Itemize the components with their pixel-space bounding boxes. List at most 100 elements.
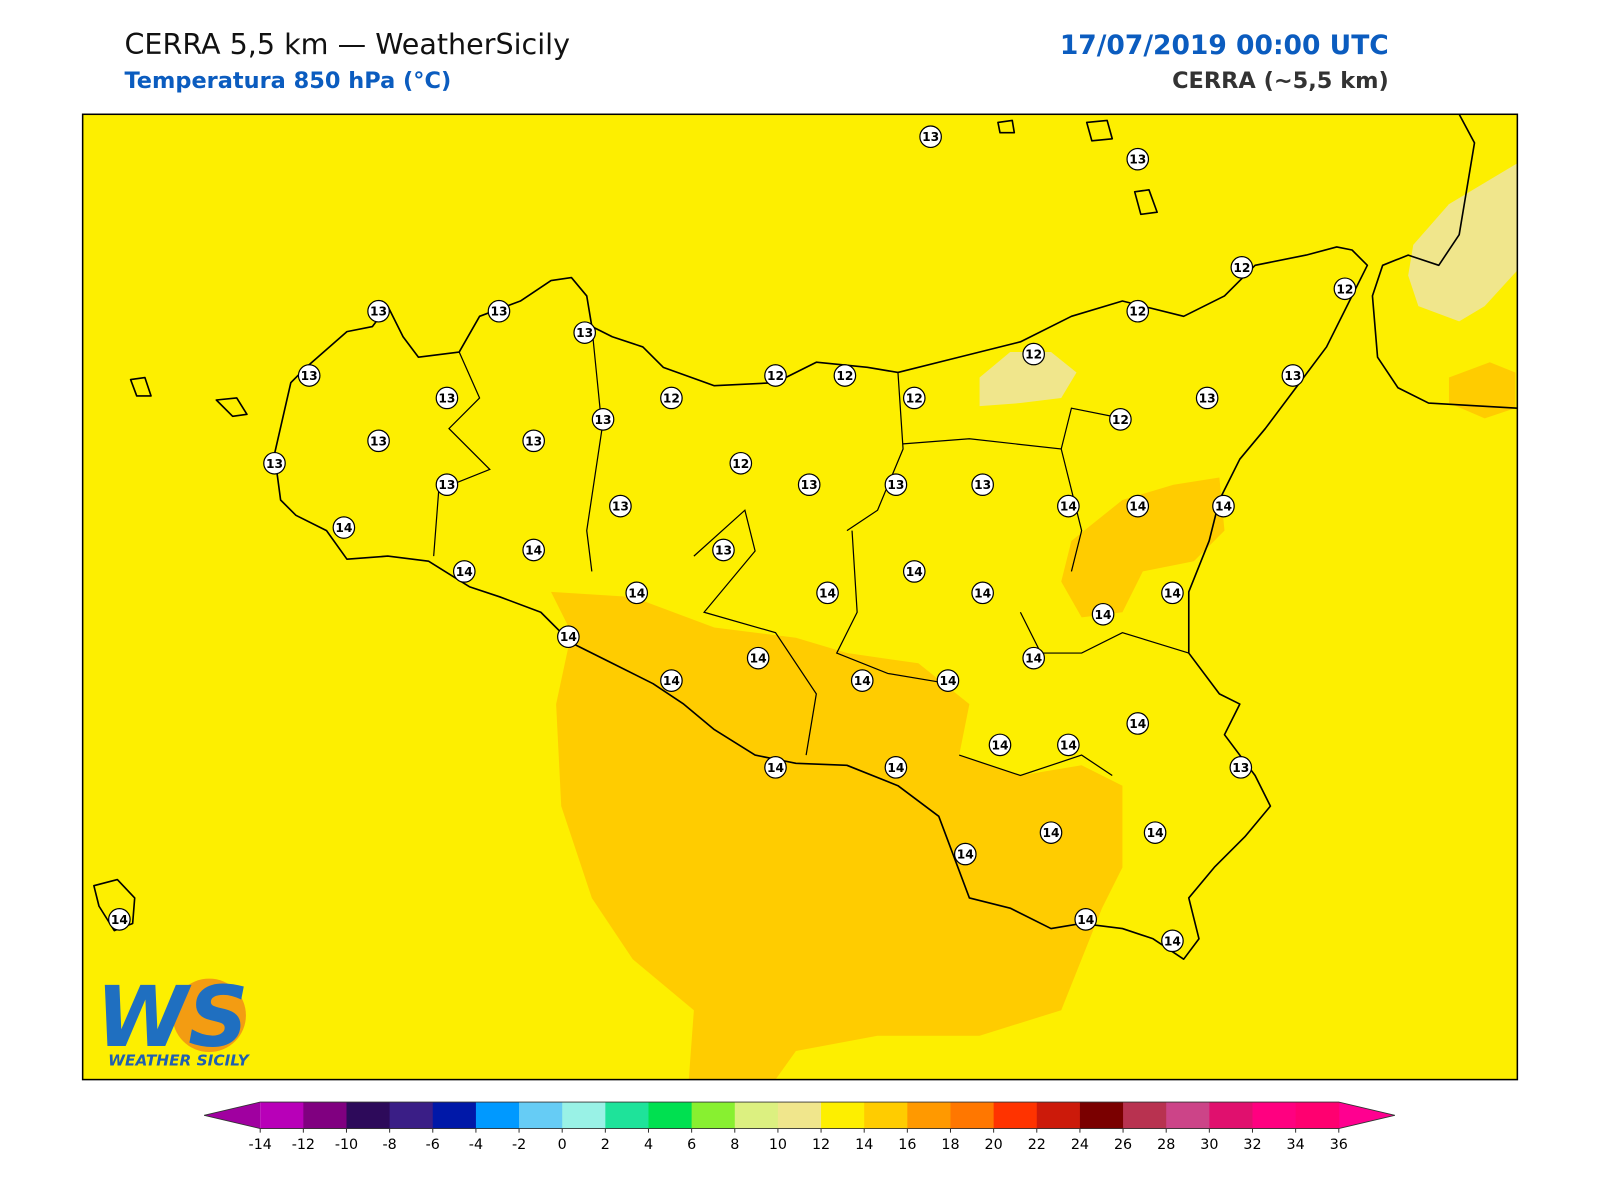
datetime: 17/07/2019 00:00 UTC bbox=[1060, 30, 1389, 61]
field-region bbox=[1408, 163, 1518, 322]
station-value: 14 bbox=[560, 630, 577, 644]
station-marker bbox=[1126, 494, 1150, 518]
station-marker bbox=[971, 473, 994, 497]
station-value: 13 bbox=[370, 434, 387, 448]
station-value: 13 bbox=[370, 305, 387, 319]
station-value: 13 bbox=[438, 478, 455, 492]
station-value: 14 bbox=[628, 586, 645, 600]
colorbar-tick-label: -12 bbox=[292, 1137, 315, 1153]
station-value: 14 bbox=[1060, 500, 1077, 514]
station-marker bbox=[573, 321, 597, 344]
station-marker bbox=[729, 451, 753, 475]
colorbar-over bbox=[1338, 1102, 1395, 1129]
title: CERRA 5,5 km — WeatherSicily bbox=[124, 27, 570, 61]
station-value: 14 bbox=[663, 674, 680, 688]
station-value: 14 bbox=[456, 565, 473, 579]
station-marker bbox=[332, 516, 356, 539]
station-value: 14 bbox=[1129, 717, 1146, 731]
station-value: 14 bbox=[906, 565, 923, 579]
station-marker bbox=[367, 429, 390, 453]
station-labels: 13 13 12 12 13 13 13 12 12 13 12 12 13 12 12 13 13 13 12 13… bbox=[108, 125, 1357, 953]
station-value: 13 bbox=[1199, 391, 1216, 405]
colorbar-bin bbox=[1036, 1102, 1081, 1129]
colorbar-tick-label: 26 bbox=[1114, 1137, 1132, 1153]
colorbar-tick-label: 32 bbox=[1243, 1137, 1261, 1153]
station-marker bbox=[435, 473, 459, 497]
station-value: 13 bbox=[525, 434, 542, 448]
station-marker bbox=[557, 625, 580, 649]
model-label: CERRA (~5,5 km) bbox=[1172, 68, 1389, 94]
colorbar-bin bbox=[950, 1102, 995, 1129]
colorbar-tick-label: 20 bbox=[985, 1137, 1003, 1153]
field-region bbox=[551, 591, 1123, 1080]
station-value: 13 bbox=[438, 391, 455, 405]
station-value: 14 bbox=[750, 652, 767, 666]
colorbar-tick-label: 2 bbox=[601, 1137, 610, 1153]
station-marker bbox=[1074, 908, 1098, 931]
station-marker bbox=[263, 451, 286, 475]
station-value: 12 bbox=[1233, 261, 1250, 275]
station-marker bbox=[1057, 733, 1080, 757]
station-value: 12 bbox=[732, 457, 749, 471]
station-marker bbox=[1143, 821, 1167, 844]
station-marker bbox=[712, 538, 735, 562]
colorbar-tick-label: 28 bbox=[1157, 1137, 1175, 1153]
station-value: 13 bbox=[490, 305, 507, 319]
colorbar-bin bbox=[648, 1102, 693, 1129]
station-value: 14 bbox=[854, 674, 871, 688]
station-value: 14 bbox=[1077, 913, 1094, 927]
station-marker bbox=[660, 669, 683, 692]
station-value: 14 bbox=[1095, 608, 1112, 622]
station-value: 13 bbox=[1129, 153, 1146, 167]
colorbar-tick-label: 4 bbox=[644, 1137, 653, 1153]
station-value: 14 bbox=[991, 738, 1008, 752]
station-marker bbox=[902, 386, 926, 410]
station-marker bbox=[1022, 342, 1045, 366]
colorbar-tick-label: 22 bbox=[1028, 1137, 1046, 1153]
station-marker bbox=[1229, 756, 1253, 779]
station-value: 14 bbox=[1164, 586, 1181, 600]
station-value: 12 bbox=[663, 391, 680, 405]
colorbar-bin bbox=[519, 1102, 563, 1129]
station-marker bbox=[1057, 494, 1080, 518]
station-value: 14 bbox=[335, 521, 352, 535]
station-value: 14 bbox=[111, 913, 128, 927]
colorbar-tick-label: 14 bbox=[855, 1137, 873, 1153]
colorbar-tick-label: 8 bbox=[730, 1137, 739, 1153]
station-marker bbox=[797, 473, 821, 497]
logo-sun bbox=[172, 978, 246, 1053]
colorbar-tick-label: -4 bbox=[469, 1137, 483, 1153]
island bbox=[93, 119, 1158, 932]
colorbar-bin bbox=[1079, 1102, 1124, 1129]
station-value: 14 bbox=[1215, 500, 1232, 514]
station-value: 14 bbox=[1043, 826, 1060, 840]
colorbar-tick-label: 16 bbox=[898, 1137, 916, 1153]
colorbar-tick-label: -10 bbox=[335, 1137, 358, 1153]
station-marker bbox=[764, 364, 787, 387]
station-marker bbox=[1091, 602, 1115, 626]
colorbar-bin bbox=[777, 1102, 822, 1129]
field-region bbox=[979, 352, 1077, 407]
station-marker bbox=[1126, 299, 1150, 323]
station-marker bbox=[1126, 712, 1150, 735]
station-value: 13 bbox=[612, 500, 629, 514]
station-marker bbox=[108, 908, 131, 931]
colorbar-tick-label: 0 bbox=[558, 1137, 567, 1153]
station-marker bbox=[1109, 408, 1132, 431]
station-value: 14 bbox=[1164, 934, 1181, 948]
station-value: 14 bbox=[887, 761, 904, 775]
station-marker bbox=[816, 581, 839, 605]
station-value: 14 bbox=[1129, 500, 1146, 514]
colorbar-bin bbox=[432, 1102, 477, 1129]
station-marker bbox=[522, 538, 545, 562]
station-value: 14 bbox=[1025, 652, 1042, 666]
station-value: 13 bbox=[801, 478, 818, 492]
station-marker bbox=[1333, 277, 1357, 301]
colorbar-bin bbox=[346, 1102, 391, 1129]
colorbar: -14 -12 -10 -8 -6 -4 -2 0 2 4 6 8 10 12 14 16 18 20 22 24 26… bbox=[203, 1101, 1395, 1153]
station-value: 12 bbox=[906, 391, 923, 405]
station-marker bbox=[435, 386, 459, 410]
subtitle: Temperatura 850 hPa (°C) bbox=[124, 68, 451, 94]
station-marker bbox=[1161, 581, 1184, 605]
